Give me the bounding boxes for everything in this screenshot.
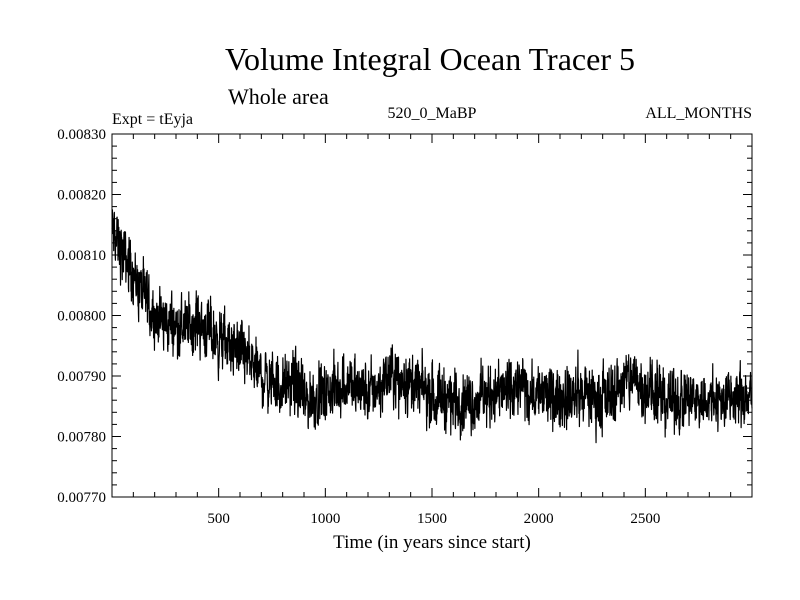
x-tick-label: 1000 <box>310 511 340 527</box>
y-tick-label: 0.00800 <box>57 309 106 325</box>
y-tick-label: 0.00830 <box>57 127 106 143</box>
y-tick-label: 0.00810 <box>57 248 106 264</box>
x-tick-label: 2000 <box>524 511 554 527</box>
y-tick-label: 0.00790 <box>57 369 106 385</box>
x-tick-label: 1500 <box>417 511 447 527</box>
series-layer <box>111 209 753 444</box>
y-tick-label: 0.00780 <box>57 430 106 446</box>
y-tick-label: 0.00820 <box>57 188 106 204</box>
y-axis: 0.00770 0.00780 0.00790 0.00800 0.00810 0.008… <box>57 127 752 506</box>
x-axis-label: Time (in years since start) <box>333 532 531 553</box>
annotation-period: 520_0_MaBP <box>388 105 477 122</box>
x-axis: 500 1000 1500 2000 2500 <box>132 134 732 527</box>
annotation-experiment: Expt = tEyja <box>112 111 193 128</box>
x-tick-label: 500 <box>207 511 230 527</box>
annotation-months: ALL_MONTHS <box>645 105 752 122</box>
x-tick-label: 2500 <box>630 511 660 527</box>
y-tick-label: 0.00770 <box>57 490 106 506</box>
chart-title: Volume Integral Ocean Tracer 5 <box>225 41 635 77</box>
chart-subtitle: Whole area <box>228 84 329 109</box>
series-line <box>111 209 753 444</box>
